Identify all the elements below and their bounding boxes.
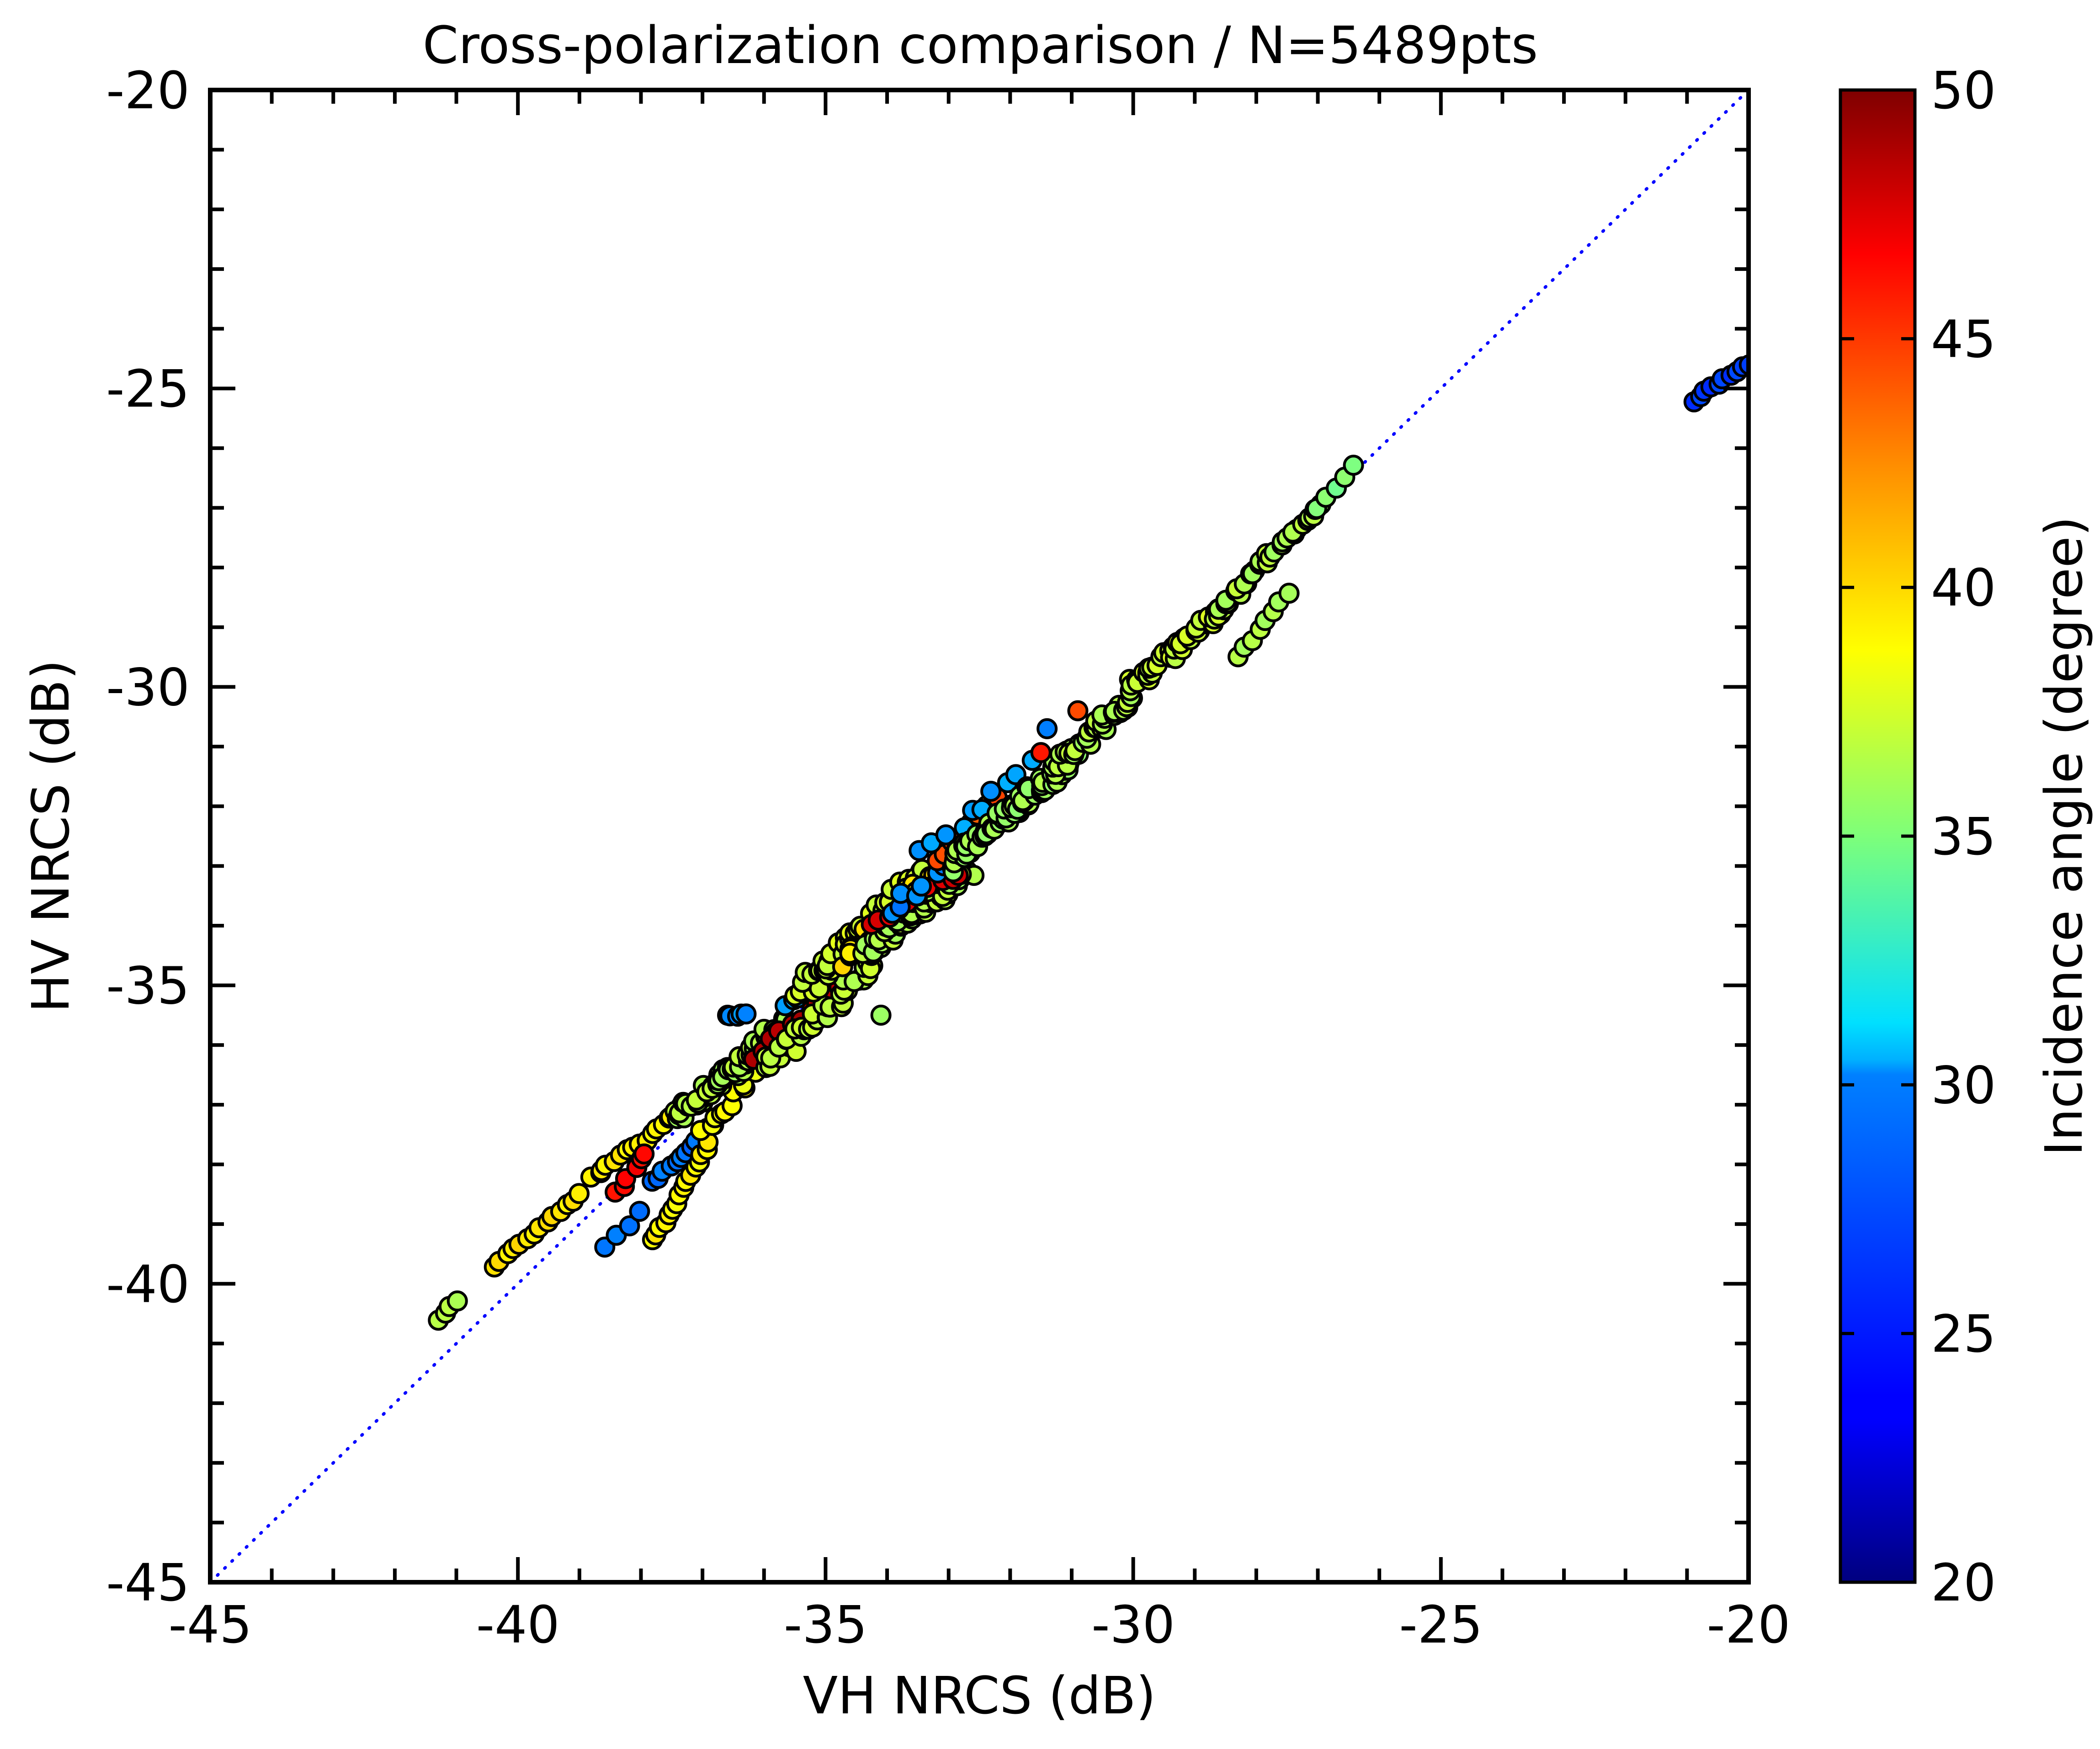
y-tick-label: -35 — [106, 957, 190, 1016]
y-tick-label: -30 — [106, 658, 190, 717]
data-point — [1343, 455, 1364, 476]
x-tick-label: -20 — [1707, 1595, 1791, 1655]
data-point — [1037, 718, 1058, 739]
x-tick-label: -35 — [784, 1595, 867, 1655]
data-point — [1067, 700, 1089, 721]
plot-area — [208, 88, 1751, 1585]
x-tick-labels: -45 -40 -35 -30 -25 -20 — [169, 1595, 1791, 1655]
x-tick-label: -25 — [1399, 1595, 1483, 1655]
data-point — [935, 824, 957, 846]
y-axis-label: HV NRCS (dB) — [21, 660, 81, 1013]
y-tick-label: -20 — [106, 61, 190, 121]
colorbar-label: Incidence angle (degree) — [2035, 516, 2094, 1156]
colorbar-tick-label: 50 — [1931, 61, 1996, 121]
y-tick-label: -45 — [106, 1553, 190, 1613]
data-point — [629, 1201, 650, 1222]
colorbar-tick-label: 30 — [1931, 1056, 1996, 1115]
data-point — [980, 780, 1002, 802]
data-points — [428, 354, 1749, 1331]
colorbar-ticks: 20 25 30 35 40 45 50 — [1840, 61, 1996, 1613]
y-tick-labels: -45 -40 -35 -30 -25 -20 — [106, 61, 190, 1613]
data-point — [447, 1290, 468, 1312]
colorbar: 20 25 30 35 40 45 50 Incidence angle (degree) — [1839, 61, 2094, 1613]
x-tick-label: -40 — [476, 1595, 560, 1655]
chart-title: Cross-polarization comparison / N=5489pt… — [423, 16, 1538, 75]
data-point — [1030, 742, 1052, 763]
y-tick-label: -40 — [106, 1255, 190, 1314]
x-axis-label: VH NRCS (dB) — [803, 1666, 1156, 1726]
data-point — [619, 1215, 640, 1237]
data-point — [1278, 583, 1300, 604]
data-point — [569, 1183, 590, 1204]
data-point — [735, 1003, 757, 1025]
x-tick-label: -45 — [169, 1595, 252, 1655]
y-tick-label: -25 — [106, 360, 190, 419]
data-point — [911, 875, 932, 897]
colorbar-tick-label: 20 — [1931, 1553, 1996, 1613]
colorbar-tick-label: 40 — [1931, 559, 1996, 618]
data-point — [870, 1004, 892, 1026]
colorbar-tick-label: 25 — [1931, 1305, 1996, 1364]
data-point — [633, 1143, 655, 1165]
colorbar-tick-label: 35 — [1931, 807, 1996, 867]
x-tick-label: -30 — [1091, 1595, 1175, 1655]
colorbar-tick-label: 45 — [1931, 310, 1996, 369]
plot-frame — [208, 88, 1751, 1585]
